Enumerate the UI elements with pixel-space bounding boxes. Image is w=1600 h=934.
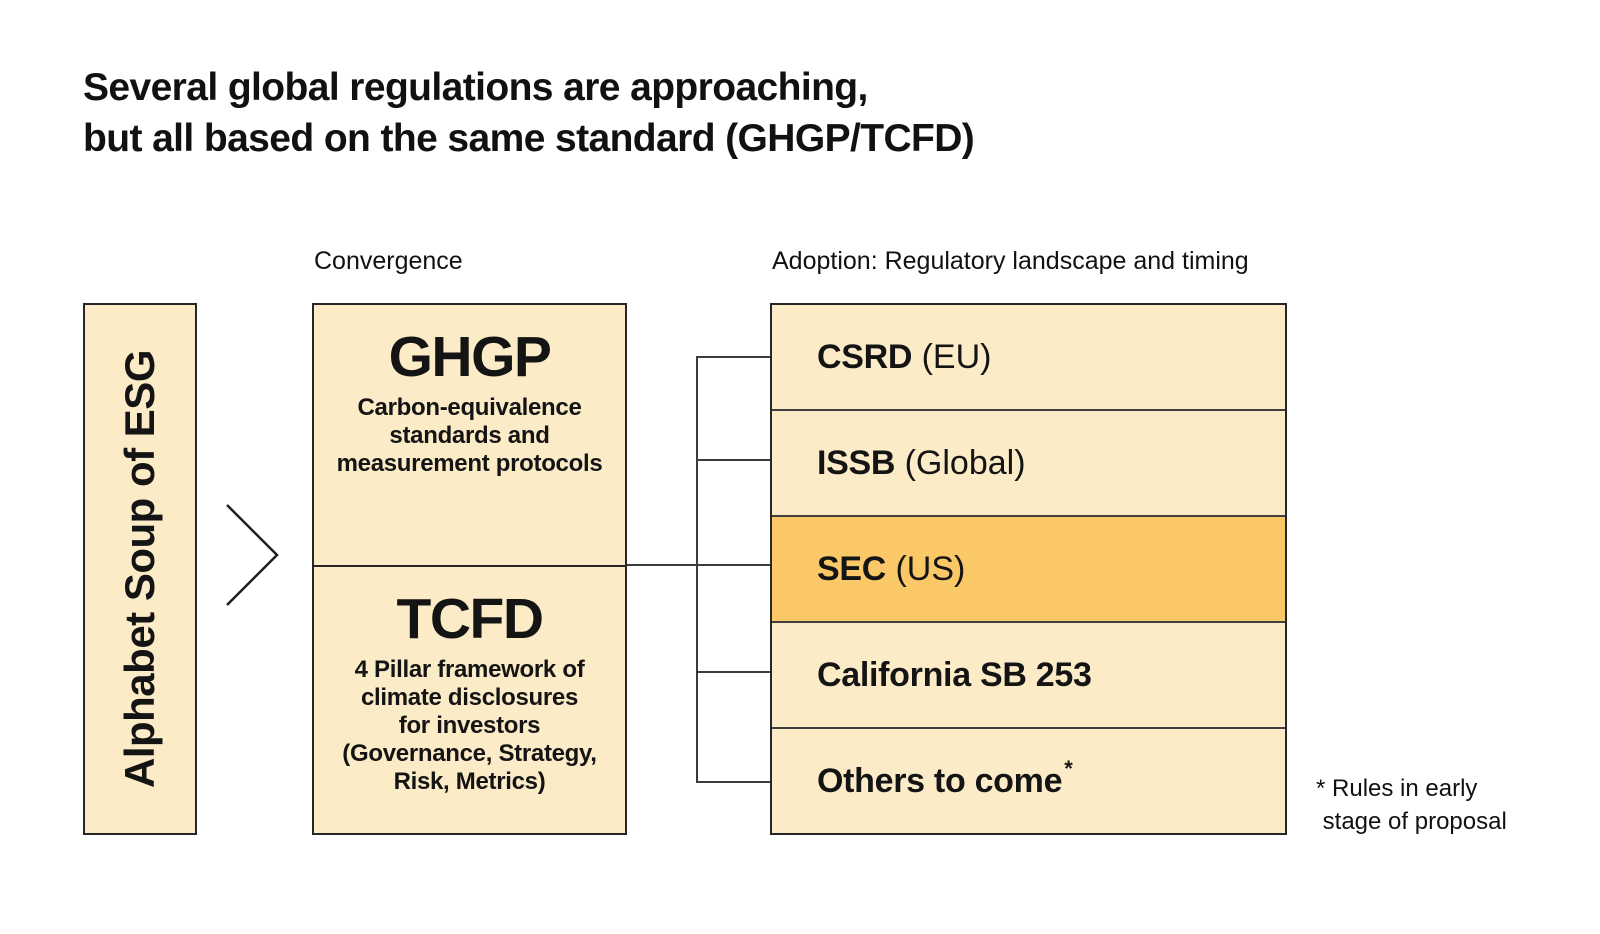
regulation-row-issb: ISSB (Global) xyxy=(772,409,1285,515)
regulation-row-csrd: CSRD (EU) xyxy=(772,305,1285,409)
convergence-box: GHGP Carbon-equivalence standards and me… xyxy=(312,303,627,835)
tcfd-description: 4 Pillar framework of climate disclosure… xyxy=(342,656,597,795)
regulation-row-sec: SEC (US) xyxy=(772,515,1285,621)
adoption-column-label: Adoption: Regulatory landscape and timin… xyxy=(772,247,1249,275)
alphabet-soup-box: Alphabet Soup of ESG xyxy=(83,303,197,835)
tcfd-section: TCFD 4 Pillar framework of climate discl… xyxy=(314,565,625,833)
regulation-qualifier: (Global) xyxy=(895,443,1026,482)
regulation-row-california: California SB 253 xyxy=(772,621,1285,727)
regulation-name: CSRD xyxy=(817,337,913,376)
regulation-name: Others to come xyxy=(817,761,1063,800)
footnote: * Rules in early stage of proposal xyxy=(1316,775,1507,835)
adoption-table: CSRD (EU) ISSB (Global) SEC (US) Califor… xyxy=(770,303,1287,835)
regulation-name: ISSB xyxy=(817,443,896,482)
ghgp-section: GHGP Carbon-equivalence standards and me… xyxy=(314,305,625,565)
regulation-name: California SB 253 xyxy=(817,655,1092,694)
convergence-column-label: Convergence xyxy=(314,247,463,275)
footnote-asterisk: * xyxy=(1064,756,1073,781)
ghgp-description: Carbon-equivalence standards and measure… xyxy=(336,394,603,477)
regulation-name: SEC xyxy=(817,549,887,588)
ghgp-heading: GHGP xyxy=(388,325,552,389)
regulation-qualifier: (EU) xyxy=(912,337,992,376)
alphabet-soup-label: Alphabet Soup of ESG xyxy=(116,350,163,788)
tcfd-heading: TCFD xyxy=(396,587,544,651)
slide-title: Several global regulations are approachi… xyxy=(83,66,975,160)
chevron-right-icon xyxy=(226,504,279,606)
regulation-qualifier: (US) xyxy=(886,549,966,588)
regulation-row-others: Others to come * xyxy=(772,727,1285,833)
